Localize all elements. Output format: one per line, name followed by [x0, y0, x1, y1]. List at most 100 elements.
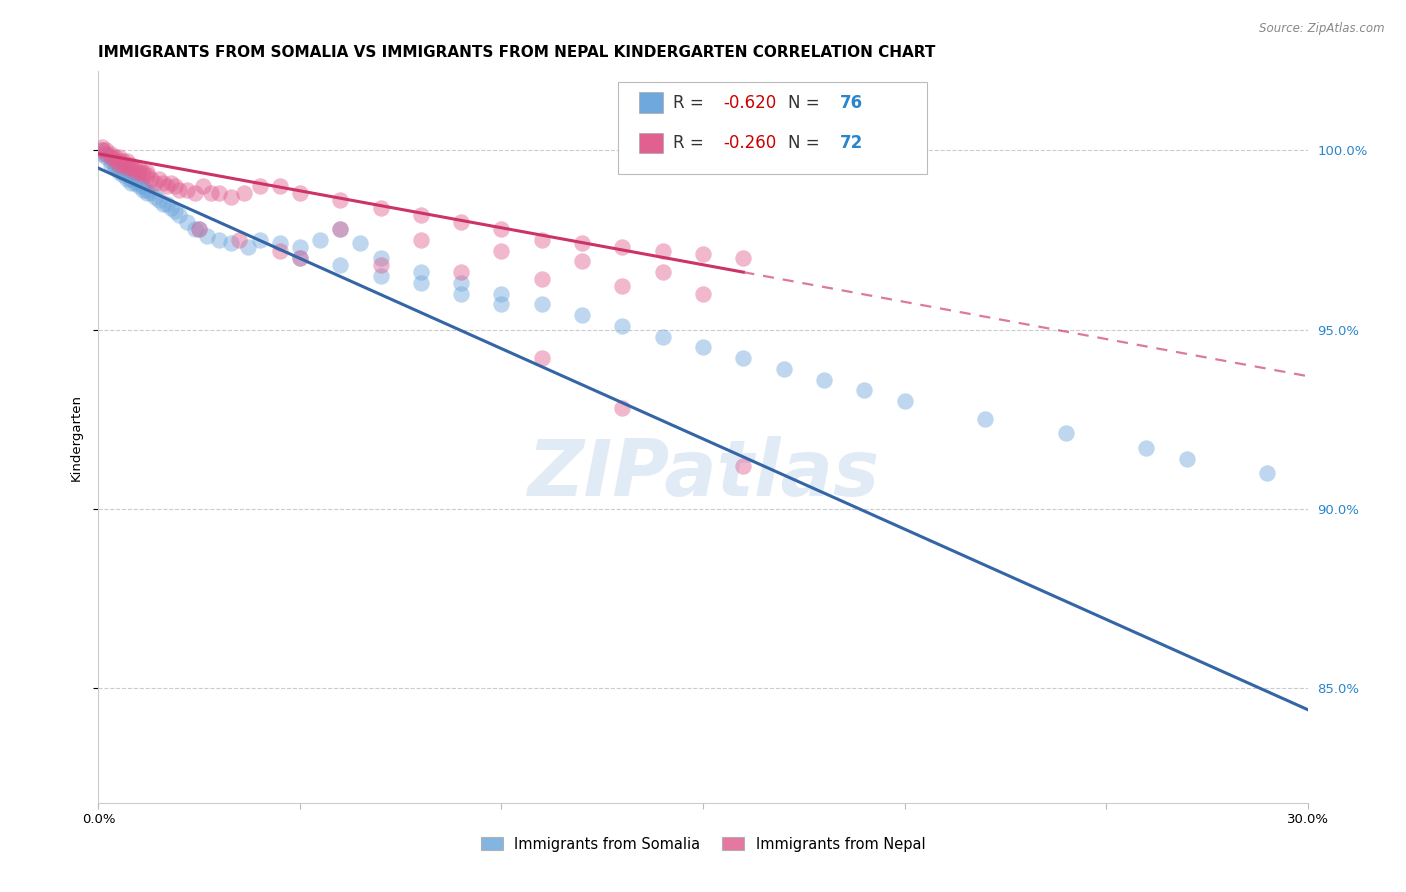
Point — [1135, 441, 1157, 455]
Point — [176, 183, 198, 197]
Point — [148, 172, 170, 186]
Point — [1054, 426, 1077, 441]
Point — [409, 233, 432, 247]
Point — [530, 351, 553, 366]
Point — [288, 251, 311, 265]
Point — [111, 169, 134, 183]
Point — [893, 394, 915, 409]
Point — [309, 233, 332, 247]
Text: ZIPatlas: ZIPatlas — [527, 435, 879, 512]
Point — [115, 169, 138, 183]
Point — [100, 146, 122, 161]
Point — [188, 222, 211, 236]
Point — [128, 176, 150, 190]
Point — [124, 172, 146, 186]
Text: R =: R = — [672, 94, 709, 112]
Point — [288, 251, 311, 265]
Point — [530, 272, 553, 286]
Point — [103, 153, 125, 168]
Point — [152, 176, 174, 190]
Legend: Immigrants from Somalia, Immigrants from Nepal: Immigrants from Somalia, Immigrants from… — [475, 831, 931, 858]
Point — [450, 215, 472, 229]
Point — [135, 169, 157, 183]
Point — [176, 215, 198, 229]
Text: -0.620: -0.620 — [724, 94, 776, 112]
Point — [974, 412, 997, 426]
Point — [132, 183, 155, 197]
Point — [91, 143, 114, 157]
Point — [156, 197, 179, 211]
Point — [128, 179, 150, 194]
Point — [195, 229, 218, 244]
Point — [692, 341, 714, 355]
Point — [491, 244, 513, 258]
Point — [100, 153, 122, 168]
Bar — [638, 133, 664, 153]
Point — [111, 161, 134, 176]
Point — [128, 165, 150, 179]
Point — [156, 179, 179, 194]
Point — [409, 208, 432, 222]
Text: N =: N = — [787, 94, 824, 112]
Point — [115, 161, 138, 176]
Point — [208, 186, 231, 201]
Point — [132, 179, 155, 194]
Point — [160, 201, 183, 215]
Point — [143, 190, 166, 204]
Point — [329, 258, 352, 272]
Point — [91, 143, 114, 157]
Point — [329, 194, 352, 208]
Point — [1256, 466, 1278, 480]
Point — [450, 286, 472, 301]
Point — [135, 186, 157, 201]
Point — [612, 401, 634, 416]
Point — [221, 190, 243, 204]
Bar — [638, 93, 664, 113]
Point — [733, 351, 755, 366]
Point — [269, 244, 291, 258]
Point — [571, 236, 593, 251]
Point — [288, 240, 311, 254]
Text: 72: 72 — [839, 134, 863, 152]
Text: Source: ZipAtlas.com: Source: ZipAtlas.com — [1260, 22, 1385, 36]
Point — [100, 150, 122, 164]
Point — [96, 146, 118, 161]
Point — [120, 176, 142, 190]
Point — [530, 297, 553, 311]
Point — [184, 222, 207, 236]
Point — [107, 165, 129, 179]
Point — [132, 165, 155, 179]
Point — [107, 153, 129, 168]
Point — [163, 204, 186, 219]
Point — [96, 150, 118, 164]
Point — [269, 236, 291, 251]
Point — [329, 222, 352, 236]
Point — [349, 236, 371, 251]
Point — [228, 233, 250, 247]
Point — [139, 172, 162, 186]
Point — [160, 176, 183, 190]
Point — [184, 186, 207, 201]
Point — [163, 179, 186, 194]
Point — [115, 165, 138, 179]
Point — [612, 279, 634, 293]
Point — [135, 183, 157, 197]
Point — [733, 251, 755, 265]
Point — [491, 286, 513, 301]
Point — [692, 247, 714, 261]
Point — [139, 186, 162, 201]
Point — [128, 161, 150, 176]
Point — [409, 276, 432, 290]
Text: IMMIGRANTS FROM SOMALIA VS IMMIGRANTS FROM NEPAL KINDERGARTEN CORRELATION CHART: IMMIGRANTS FROM SOMALIA VS IMMIGRANTS FR… — [98, 45, 936, 61]
Point — [193, 179, 215, 194]
Point — [91, 146, 114, 161]
Point — [733, 458, 755, 473]
Point — [107, 158, 129, 172]
Point — [143, 176, 166, 190]
Point — [288, 186, 311, 201]
Point — [249, 179, 271, 194]
Point — [409, 265, 432, 279]
Point — [491, 222, 513, 236]
Point — [491, 297, 513, 311]
Point — [612, 318, 634, 333]
